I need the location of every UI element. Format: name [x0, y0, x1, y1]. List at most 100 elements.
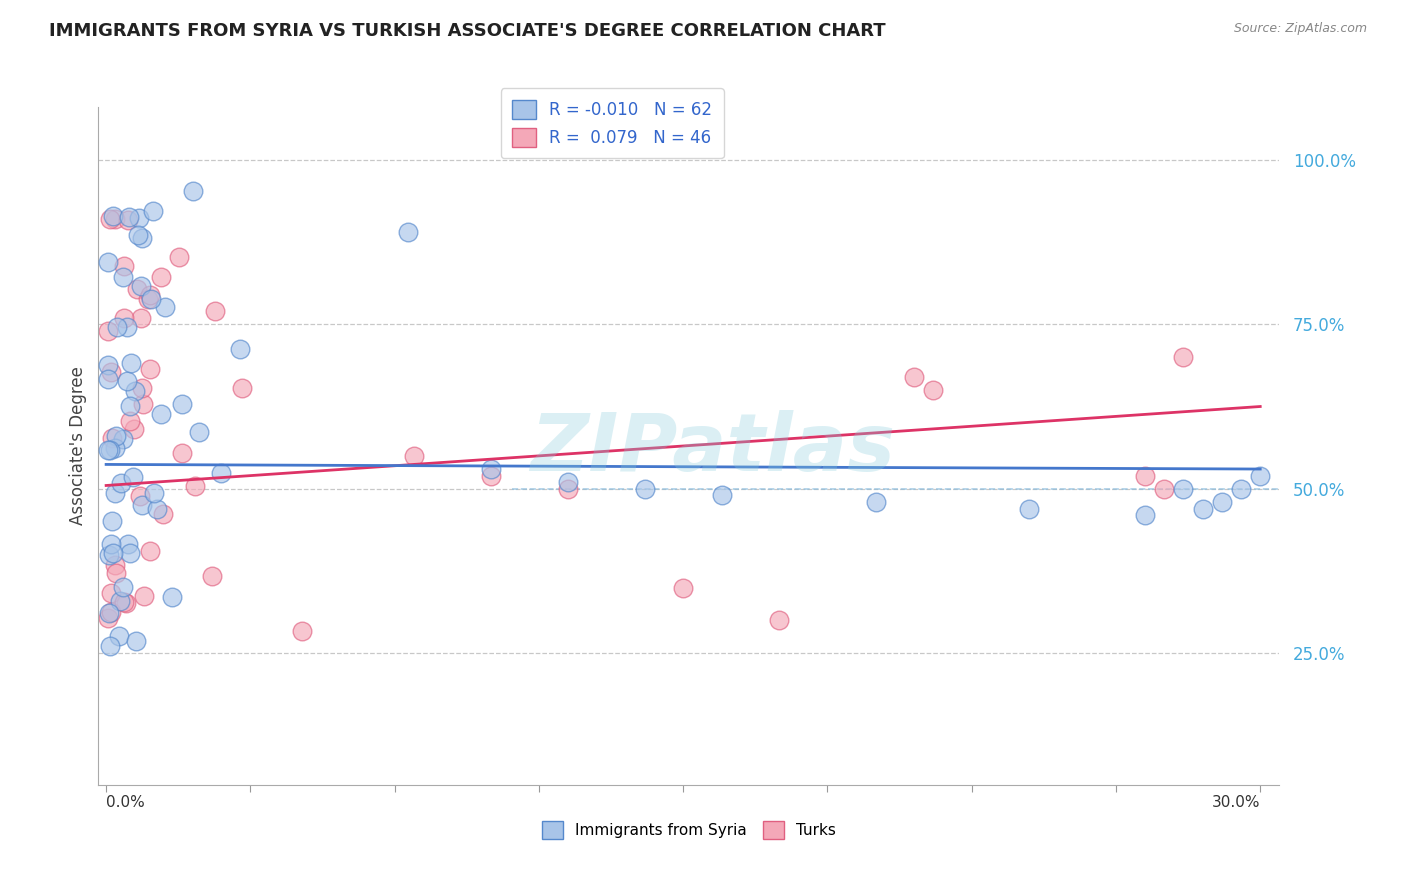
Legend: Immigrants from Syria, Turks: Immigrants from Syria, Turks: [536, 815, 842, 845]
Point: [98, 443, 121, 458]
Point: [1018, 501, 1040, 516]
Point: [201, 569, 224, 583]
Text: Source: ZipAtlas.com: Source: ZipAtlas.com: [1233, 22, 1367, 36]
Point: [101, 546, 124, 560]
Point: [131, 381, 153, 395]
Point: [136, 292, 159, 306]
Text: 30.0%: 30.0%: [1212, 795, 1260, 810]
Point: [152, 508, 174, 522]
Point: [115, 320, 138, 334]
Text: ZIPatlas: ZIPatlas: [530, 410, 896, 489]
Point: [231, 381, 253, 395]
Point: [557, 482, 579, 496]
Point: [112, 259, 135, 273]
Text: IMMIGRANTS FROM SYRIA VS TURKISH ASSOCIATE'S DEGREE CORRELATION CHART: IMMIGRANTS FROM SYRIA VS TURKISH ASSOCIA…: [49, 22, 886, 40]
Point: [104, 485, 127, 500]
Point: [125, 282, 148, 296]
Point: [105, 566, 128, 580]
Point: [104, 558, 127, 573]
Point: [103, 441, 125, 455]
Point: [132, 396, 155, 410]
Point: [1173, 482, 1195, 496]
Point: [97, 254, 120, 268]
Point: [110, 475, 132, 490]
Point: [131, 230, 153, 244]
Point: [101, 432, 124, 446]
Point: [672, 581, 695, 595]
Point: [131, 498, 153, 512]
Point: [122, 470, 145, 484]
Point: [129, 489, 152, 503]
Point: [183, 184, 205, 198]
Point: [117, 212, 139, 227]
Point: [125, 634, 148, 648]
Point: [111, 433, 134, 447]
Point: [100, 605, 122, 619]
Point: [97, 324, 120, 338]
Point: [479, 462, 502, 476]
Point: [118, 399, 141, 413]
Point: [100, 365, 122, 379]
Point: [129, 311, 152, 326]
Point: [108, 629, 131, 643]
Point: [124, 384, 146, 398]
Point: [129, 279, 152, 293]
Point: [903, 370, 925, 384]
Point: [922, 383, 945, 397]
Point: [97, 606, 120, 620]
Point: [98, 639, 121, 653]
Point: [118, 210, 141, 224]
Point: [1191, 501, 1213, 516]
Point: [145, 501, 167, 516]
Point: [111, 269, 134, 284]
Point: [97, 549, 120, 563]
Point: [115, 374, 138, 388]
Point: [105, 428, 128, 442]
Point: [138, 544, 160, 558]
Point: [160, 590, 183, 604]
Point: [117, 537, 139, 551]
Point: [768, 614, 790, 628]
Point: [120, 414, 142, 428]
Point: [139, 288, 162, 302]
Y-axis label: Associate's Degree: Associate's Degree: [69, 367, 87, 525]
Point: [120, 546, 142, 560]
Point: [710, 488, 733, 502]
Point: [1211, 495, 1233, 509]
Point: [112, 595, 135, 609]
Point: [634, 482, 657, 496]
Point: [127, 228, 149, 243]
Point: [150, 269, 173, 284]
Point: [100, 586, 122, 600]
Point: [1133, 508, 1156, 522]
Point: [291, 624, 314, 638]
Point: [100, 537, 122, 551]
Point: [865, 495, 887, 509]
Point: [150, 407, 173, 421]
Point: [112, 311, 135, 326]
Point: [104, 212, 127, 227]
Point: [1153, 482, 1175, 496]
Point: [187, 425, 209, 439]
Point: [167, 250, 190, 264]
Point: [204, 304, 226, 318]
Point: [479, 468, 502, 483]
Point: [98, 212, 121, 227]
Point: [557, 475, 579, 490]
Point: [1133, 468, 1156, 483]
Point: [97, 610, 120, 624]
Point: [209, 467, 232, 481]
Text: 0.0%: 0.0%: [105, 795, 145, 810]
Point: [170, 396, 193, 410]
Point: [141, 293, 163, 307]
Point: [97, 371, 120, 385]
Point: [1249, 468, 1271, 483]
Point: [142, 485, 165, 500]
Point: [1230, 482, 1253, 496]
Point: [110, 594, 132, 608]
Point: [120, 356, 142, 370]
Point: [1173, 350, 1195, 364]
Point: [142, 204, 165, 219]
Point: [122, 422, 145, 436]
Point: [115, 596, 138, 610]
